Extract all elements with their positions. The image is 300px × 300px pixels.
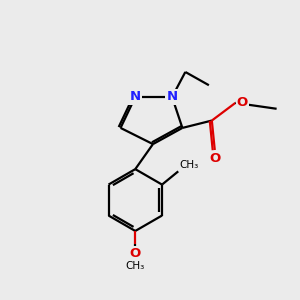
Text: N: N (167, 91, 178, 103)
Text: CH₃: CH₃ (126, 261, 145, 271)
Text: CH₃: CH₃ (180, 160, 199, 170)
Text: O: O (130, 247, 141, 260)
Text: N: N (130, 91, 141, 103)
Text: O: O (237, 96, 248, 110)
Text: O: O (209, 152, 220, 165)
